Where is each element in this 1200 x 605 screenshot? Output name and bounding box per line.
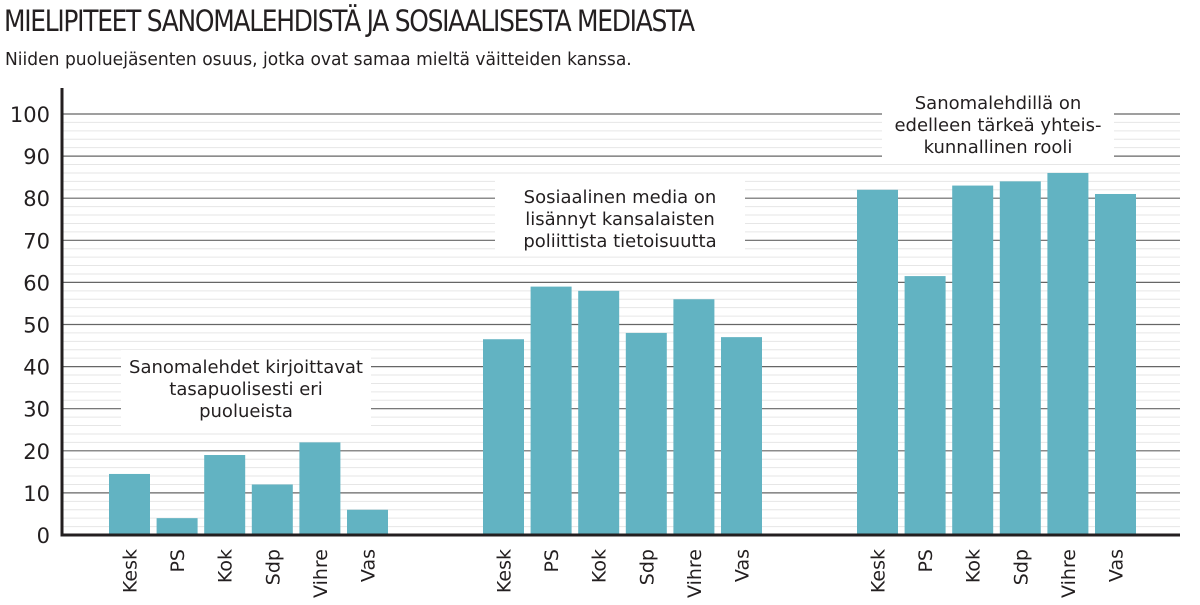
bar <box>904 276 946 535</box>
y-tick-label: 30 <box>23 398 50 422</box>
annotation-text: lisännyt kansalaisten <box>525 209 715 230</box>
annotation-text: Sanomalehdet kirjoittavat <box>129 357 363 378</box>
x-tick-label: PS <box>915 549 937 573</box>
x-tick-label: PS <box>167 549 189 573</box>
chart-title: MIELIPITEET SANOMALEHDISTÄ JA SOSIAALISE… <box>4 4 695 38</box>
bar <box>578 290 620 535</box>
bar <box>251 484 293 535</box>
annotation-text: edelleen tärkeä yhteis- <box>894 115 1101 136</box>
bar <box>530 286 572 535</box>
x-tick-label: Kok <box>589 549 611 583</box>
bar <box>109 473 150 535</box>
annotation-box <box>121 350 371 426</box>
annotation-text: tasapuolisesti eri <box>169 379 322 400</box>
bar <box>857 189 898 535</box>
x-tick-label: Sdp <box>262 549 284 585</box>
x-tick-label: Vihre <box>1058 549 1080 598</box>
bar <box>483 339 524 535</box>
annotation-text: poliittista tietoisuutta <box>523 231 716 252</box>
y-tick-label: 50 <box>23 314 50 338</box>
x-tick-label: Vihre <box>684 549 706 598</box>
x-tick-label: Kesk <box>868 549 890 593</box>
annotation-box <box>882 86 1114 162</box>
x-tick-label: Kok <box>215 549 237 583</box>
y-tick-label: 20 <box>23 440 50 464</box>
y-tick-label: 80 <box>23 187 50 211</box>
annotation-text: Sanomalehdillä on <box>915 93 1082 114</box>
bar <box>999 181 1041 536</box>
annotation-text: kunnallinen rooli <box>924 137 1073 158</box>
x-tick-label: Vas <box>358 549 380 582</box>
bar <box>673 299 715 535</box>
y-tick-label: 10 <box>23 482 50 506</box>
bar <box>1095 193 1136 536</box>
bar <box>1047 172 1089 535</box>
y-tick-label: 60 <box>23 271 50 295</box>
bar <box>721 337 762 535</box>
annotation-box <box>495 180 745 256</box>
y-tick-label: 90 <box>23 145 50 169</box>
bar <box>156 518 198 535</box>
bar <box>347 509 388 535</box>
x-tick-label: Kesk <box>120 549 142 593</box>
x-tick-label: Vas <box>1106 549 1128 582</box>
x-tick-label: Sdp <box>636 549 658 585</box>
x-tick-label: PS <box>541 549 563 573</box>
x-tick-label: Vas <box>732 549 754 582</box>
bar <box>299 442 341 535</box>
x-tick-label: Kesk <box>494 549 516 593</box>
annotation-text: puolueista <box>199 401 293 422</box>
chart-subtitle: Niiden puoluejäsenten osuus, jotka ovat … <box>5 49 632 70</box>
y-tick-label: 40 <box>23 356 50 380</box>
x-tick-label: Sdp <box>1010 549 1032 585</box>
x-tick-label: Vihre <box>310 549 332 598</box>
y-tick-label: 70 <box>23 229 50 253</box>
bar <box>625 332 667 535</box>
y-tick-label: 0 <box>37 524 50 548</box>
bar <box>952 185 994 535</box>
y-tick-label: 100 <box>10 103 50 127</box>
bar <box>204 455 246 535</box>
x-tick-label: Kok <box>963 549 985 583</box>
annotation-text: Sosiaalinen media on <box>524 187 717 208</box>
